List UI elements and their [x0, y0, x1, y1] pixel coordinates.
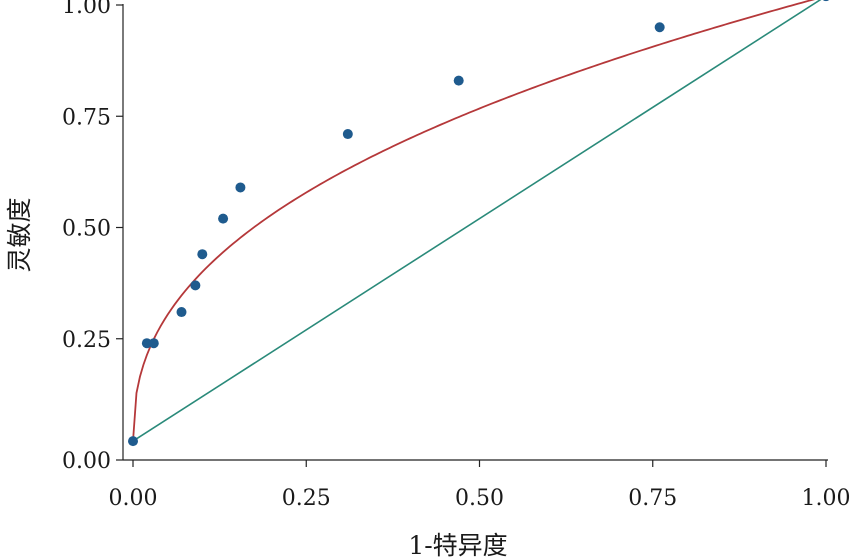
data-point	[654, 22, 665, 33]
y-tick-label: 0.50	[62, 217, 111, 242]
y-tick-labels: 0.00 0.25 0.50 0.75 1.00	[62, 0, 111, 474]
x-tick-label: 1.00	[802, 486, 851, 511]
x-tick-label: 0.25	[282, 486, 331, 511]
x-tick-label: 0.00	[109, 486, 158, 511]
x-tick-labels: 0.00 0.25 0.50 0.75 1.00	[109, 486, 851, 511]
reference-line	[132, 0, 822, 442]
y-tick-label: 0.75	[62, 105, 111, 130]
data-point	[218, 213, 229, 224]
data-point	[148, 338, 159, 349]
x-tick-label: 0.75	[628, 486, 677, 511]
data-point	[822, 0, 830, 2]
data-point	[342, 129, 353, 140]
data-point	[235, 182, 246, 193]
y-axis-label: 灵敏度	[5, 197, 34, 272]
data-point	[197, 249, 208, 260]
x-axis-label: 1-特异度	[408, 531, 507, 560]
reference-line-layer	[132, 0, 822, 442]
x-tick-label: 0.50	[455, 486, 504, 511]
y-tick-label: 0.25	[62, 328, 111, 353]
y-tick-label: 0.00	[62, 449, 111, 474]
fitted-curve	[132, 0, 816, 442]
data-points-layer	[128, 0, 830, 447]
y-tick-label: 1.00	[62, 0, 111, 19]
fitted-curve-layer	[132, 0, 816, 442]
data-point	[190, 280, 201, 291]
axes	[116, 4, 828, 467]
data-point	[128, 436, 138, 447]
data-point	[176, 307, 187, 318]
data-point	[141, 338, 152, 349]
data-point	[453, 75, 464, 86]
